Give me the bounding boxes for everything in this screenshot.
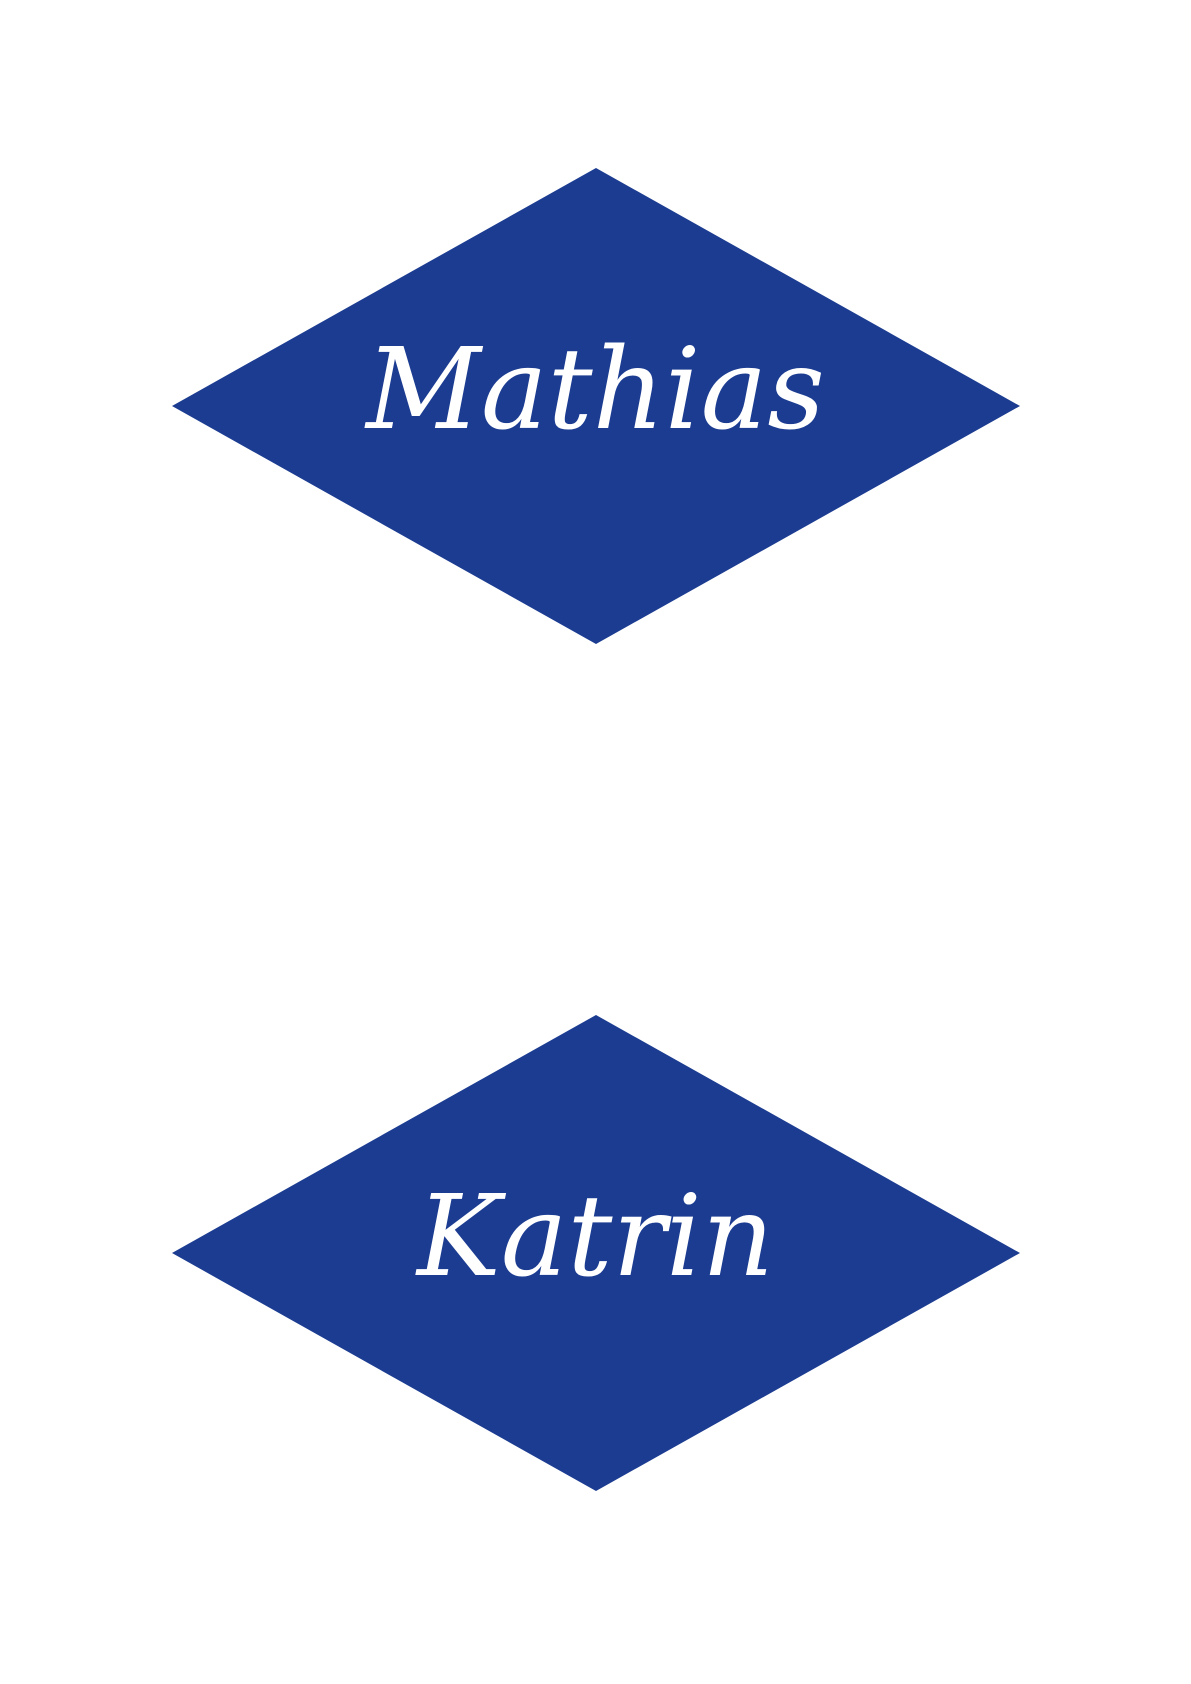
- name-label: Mathias: [366, 325, 825, 455]
- name-label: Katrin: [417, 1172, 774, 1302]
- diamond-shape: [172, 168, 1020, 644]
- name-card-bottom: Katrin: [0, 1015, 1191, 1495]
- diamond-shape: [172, 1015, 1020, 1491]
- name-card-top: Mathias: [0, 168, 1191, 648]
